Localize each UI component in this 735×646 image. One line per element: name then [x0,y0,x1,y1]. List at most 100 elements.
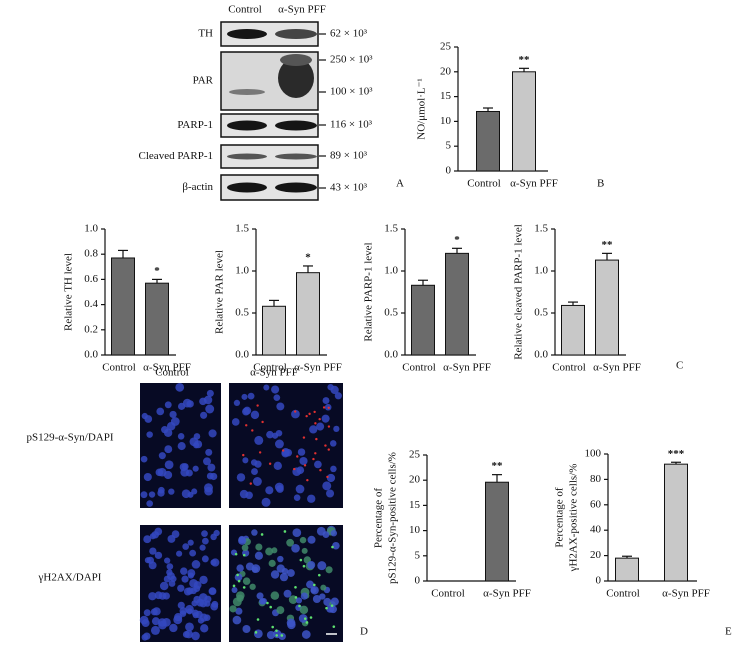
x-tick-label: Control [102,362,136,374]
marker-dot [322,406,326,409]
nucleus [187,569,196,578]
y-tick-label: 0.5 [235,307,249,319]
marker-label: 100 × 10³ [330,86,373,98]
y-tick-label: 0.6 [84,273,98,285]
blot-band [229,89,265,95]
nucleus [241,544,249,552]
nucleus [192,612,199,619]
blot-column-label: α-Syn PFF [278,4,326,16]
nucleus [261,497,271,507]
marker-dot [298,604,301,608]
nucleus [254,435,264,445]
nucleus [180,567,188,575]
nucleus [207,463,216,472]
nucleus [210,533,217,541]
nucleus [157,467,167,477]
y-axis-label: Relative cleaved PARP-1 level [513,224,525,360]
nucleus [181,463,189,470]
marker-dot [261,420,264,424]
nucleus [164,445,173,454]
marker-dot [293,467,296,471]
nucleus [208,429,217,438]
y-tick-label: 10 [409,524,421,536]
nucleus [299,605,309,615]
blot-band [275,182,317,193]
nucleus [158,452,166,460]
significance: * [305,251,311,263]
nucleus [251,564,261,573]
x-tick-label: α-Syn PFF [294,362,342,374]
panel-label: B [597,178,604,190]
nucleus [306,580,314,589]
nucleus [141,619,150,628]
marker-dot [314,452,317,455]
nucleus [173,615,183,625]
marker-dot [294,585,297,589]
y-tick-label: 0.2 [84,323,98,335]
marker-dot [232,584,236,588]
nucleus [206,389,214,397]
marker-dot [303,617,307,620]
nucleus [201,555,209,563]
marker-label: 89 × 10³ [330,150,368,162]
nucleus [182,398,192,408]
x-tick-label: Control [606,588,640,600]
nucleus [242,407,250,416]
nucleus [273,461,282,470]
nucleus [265,547,274,556]
x-tick-label: Control [253,362,287,374]
marker-dot [268,462,272,465]
nucleus [271,385,280,394]
blot-row-label: PARP-1 [177,119,213,131]
marker-dot [242,586,246,589]
nucleus [164,460,174,470]
nucleus [150,625,160,635]
nucleus [277,555,284,563]
nucleus [299,456,308,466]
marker-dot [236,573,239,577]
nucleus [309,425,318,434]
y-tick-label: 80 [590,473,602,485]
marker-dot [256,404,259,407]
nucleus [265,486,274,495]
nucleus [143,535,152,544]
blot-band [275,120,317,131]
nucleus [307,494,316,503]
nucleus [199,544,206,551]
nucleus [307,535,316,544]
nucleus [177,584,185,592]
bar [476,110,500,172]
nucleus [187,539,194,546]
nucleus [236,564,244,572]
nucleus [140,491,148,499]
y-tick-label: 0.5 [534,307,548,319]
nucleus [276,606,285,615]
nucleus [310,586,319,595]
nucleus [231,418,240,426]
nucleus [322,481,332,491]
nucleus [146,556,155,564]
nucleus [141,412,148,420]
bar [411,284,435,356]
y-tick-label: 60 [590,498,602,510]
nucleus [239,489,249,499]
marker-dot [324,444,327,447]
y-tick-label: 1.0 [84,223,98,235]
nucleus [143,609,151,617]
blot-band [227,29,267,39]
micrograph-column-label: Control [155,367,189,379]
y-tick-label: 0.5 [384,307,398,319]
nucleus [148,592,157,601]
nucleus [211,558,220,567]
marker-dot [325,606,328,610]
marker-dot [306,478,309,482]
nucleus [154,591,163,600]
nucleus [301,630,311,639]
marker-dot [280,634,284,637]
marker-label: 116 × 10³ [330,119,373,131]
nucleus [334,392,342,400]
nucleus [242,577,251,585]
nucleus [236,591,245,600]
nucleus [235,607,243,615]
